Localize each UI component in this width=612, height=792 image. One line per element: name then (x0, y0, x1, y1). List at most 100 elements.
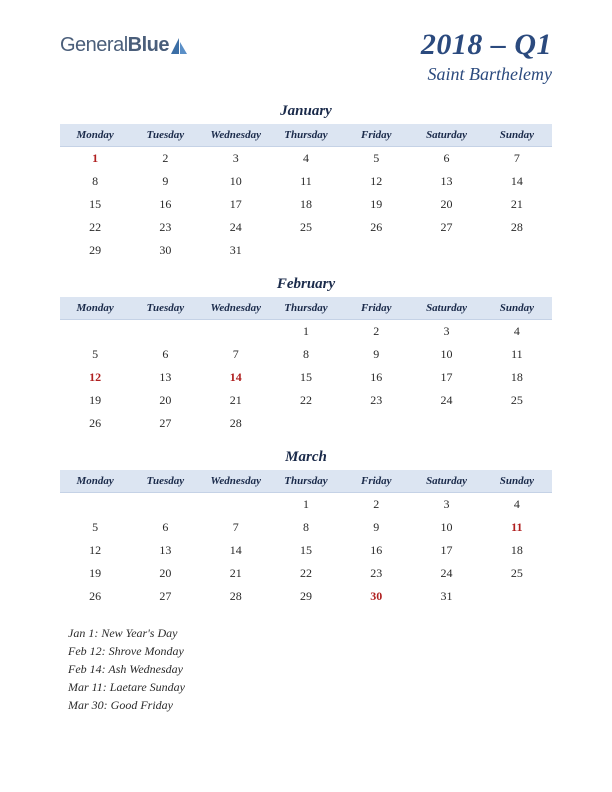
calendar-cell: 19 (341, 193, 411, 216)
calendar-cell: 13 (411, 170, 481, 193)
calendar-row: 262728293031 (60, 585, 552, 608)
calendar-cell: 22 (271, 562, 341, 585)
calendar-cell: 21 (201, 562, 271, 585)
calendar-cell: 12 (341, 170, 411, 193)
month-name: January (60, 103, 552, 120)
calendar-cell: 20 (411, 193, 481, 216)
calendar-cell: 29 (60, 239, 130, 262)
calendar-cell (271, 239, 341, 262)
calendar-cell: 12 (60, 366, 130, 389)
month-name: February (60, 276, 552, 293)
calendar-cell: 14 (201, 539, 271, 562)
calendar-cell: 2 (341, 320, 411, 344)
title-main: 2018 – Q1 (421, 28, 552, 62)
calendar-cell: 14 (201, 366, 271, 389)
calendar-cell: 9 (130, 170, 200, 193)
calendar-cell: 2 (341, 493, 411, 517)
calendar-cell: 6 (411, 147, 481, 171)
weekday-header: Thursday (271, 297, 341, 320)
calendar-cell: 30 (130, 239, 200, 262)
holidays-list: Jan 1: New Year's DayFeb 12: Shrove Mond… (60, 624, 552, 714)
title-block: 2018 – Q1 Saint Barthelemy (421, 28, 552, 85)
weekday-header: Tuesday (130, 124, 200, 147)
weekday-header: Monday (60, 470, 130, 493)
calendar-cell: 13 (130, 539, 200, 562)
calendar-cell: 5 (60, 343, 130, 366)
calendar-cell: 17 (201, 193, 271, 216)
title-sub: Saint Barthelemy (421, 64, 552, 85)
calendar-row: 12131415161718 (60, 539, 552, 562)
weekday-header: Thursday (271, 470, 341, 493)
calendar-cell: 21 (201, 389, 271, 412)
calendar-cell: 24 (411, 562, 481, 585)
weekday-header: Saturday (411, 470, 481, 493)
logo-text: GeneralBlue (60, 34, 169, 57)
weekday-header: Wednesday (201, 470, 271, 493)
calendar-cell (341, 239, 411, 262)
weekday-header: Friday (341, 470, 411, 493)
header: GeneralBlue 2018 – Q1 Saint Barthelemy (60, 28, 552, 85)
calendar-cell: 26 (60, 585, 130, 608)
calendar-cell: 4 (482, 320, 552, 344)
calendar-cell: 21 (482, 193, 552, 216)
calendar-cell: 19 (60, 562, 130, 585)
calendar-cell: 28 (201, 585, 271, 608)
calendar-cell: 15 (271, 539, 341, 562)
weekday-header: Friday (341, 124, 411, 147)
calendar-cell: 24 (411, 389, 481, 412)
logo-text-2: Blue (128, 34, 169, 56)
calendar-cell (130, 493, 200, 517)
months-container: JanuaryMondayTuesdayWednesdayThursdayFri… (60, 103, 552, 608)
calendar-cell: 11 (482, 516, 552, 539)
weekday-header: Sunday (482, 124, 552, 147)
calendar-cell: 26 (341, 216, 411, 239)
calendar-cell: 3 (411, 493, 481, 517)
calendar-cell: 22 (60, 216, 130, 239)
calendar-cell: 10 (201, 170, 271, 193)
weekday-header: Friday (341, 297, 411, 320)
month-block: January MondayTuesdayWednesdayThursdayFri… (60, 103, 552, 262)
calendar-cell: 31 (411, 585, 481, 608)
calendar-cell: 6 (130, 516, 200, 539)
calendar-row: 567891011 (60, 516, 552, 539)
calendar-cell: 10 (411, 516, 481, 539)
calendar-cell: 14 (482, 170, 552, 193)
calendar-row: 567891011 (60, 343, 552, 366)
calendar-cell: 17 (411, 539, 481, 562)
holiday-entry: Mar 11: Laetare Sunday (68, 678, 552, 696)
weekday-header: Monday (60, 297, 130, 320)
calendar-cell: 24 (201, 216, 271, 239)
calendar-cell: 8 (60, 170, 130, 193)
calendar-cell: 7 (201, 516, 271, 539)
calendar-cell: 16 (130, 193, 200, 216)
calendar-row: 1234567 (60, 147, 552, 171)
calendar-cell: 7 (201, 343, 271, 366)
logo-text-1: General (60, 34, 128, 56)
calendar-cell: 5 (60, 516, 130, 539)
calendar-cell: 18 (271, 193, 341, 216)
calendar-cell: 15 (60, 193, 130, 216)
weekday-header: Monday (60, 124, 130, 147)
weekday-header: Saturday (411, 297, 481, 320)
calendar-row: 22232425262728 (60, 216, 552, 239)
calendar-cell: 3 (201, 147, 271, 171)
calendar-cell (201, 493, 271, 517)
calendar-cell: 11 (271, 170, 341, 193)
weekday-header: Tuesday (130, 297, 200, 320)
calendar-cell: 25 (482, 562, 552, 585)
calendar-cell (130, 320, 200, 344)
calendar-cell: 16 (341, 366, 411, 389)
calendar-cell: 4 (482, 493, 552, 517)
weekday-header: Wednesday (201, 297, 271, 320)
calendar-cell: 11 (482, 343, 552, 366)
calendar-row: 19202122232425 (60, 562, 552, 585)
calendar-cell: 1 (271, 493, 341, 517)
logo-sail-icon (169, 36, 189, 56)
calendar-cell: 3 (411, 320, 481, 344)
calendar-cell: 6 (130, 343, 200, 366)
calendar-cell: 2 (130, 147, 200, 171)
calendar-cell: 1 (60, 147, 130, 171)
calendar-cell: 26 (60, 412, 130, 435)
calendar-cell: 28 (201, 412, 271, 435)
calendar-table: MondayTuesdayWednesdayThursdayFridaySatu… (60, 124, 552, 262)
